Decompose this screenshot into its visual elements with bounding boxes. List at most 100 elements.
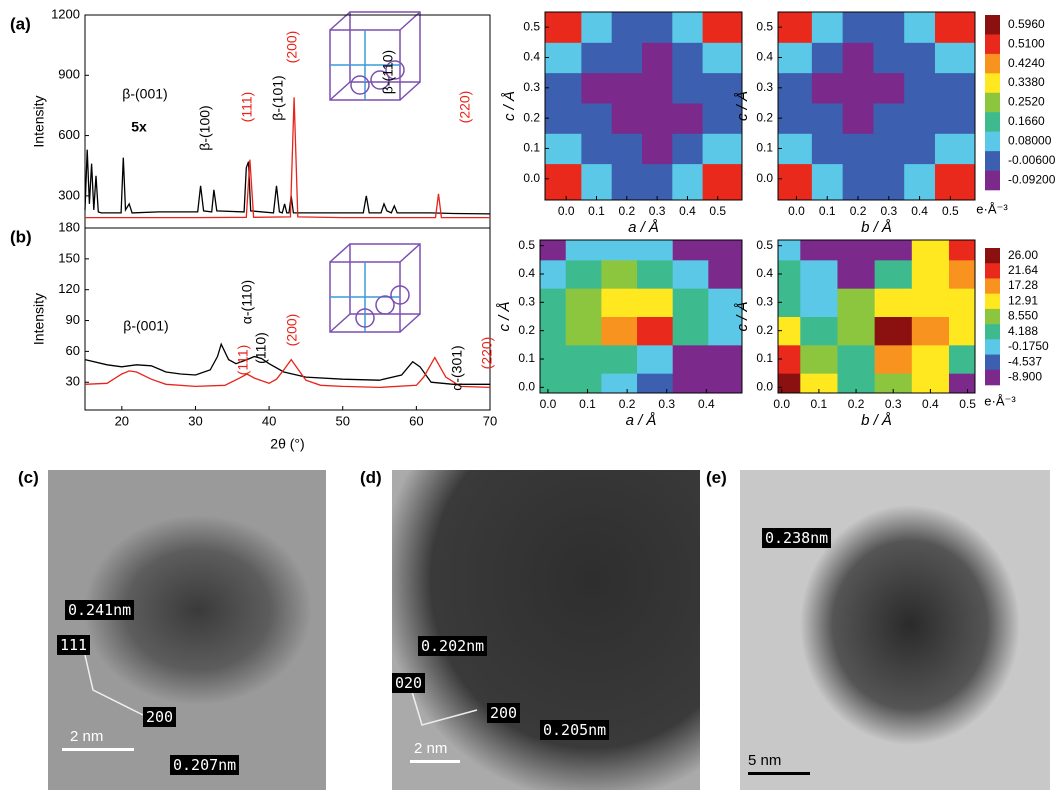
x-tick-label: 0.3 [649, 204, 666, 218]
peak-label: (220) [479, 337, 495, 370]
x-tick-label: 60 [409, 413, 423, 428]
x-tick-label: 0.2 [848, 397, 865, 411]
xrd-line [84, 356, 491, 389]
colorbar-label: 0.2520 [1008, 95, 1045, 109]
contour-cell [911, 288, 950, 317]
contour-cell [874, 316, 913, 346]
colorbar-step [985, 263, 1000, 279]
colorbar-label: 0.5960 [1008, 17, 1045, 31]
contour-cell [778, 163, 813, 201]
contour-cell [934, 12, 976, 43]
d-spacing: 0.241nm [65, 600, 135, 620]
contour-cell [702, 163, 743, 201]
contour-cell [778, 72, 813, 104]
contour-cell [540, 316, 567, 346]
d-spacing: 0.205nm [540, 720, 610, 740]
contour-cell [911, 373, 950, 394]
colorbar-label: 0.3380 [1008, 75, 1045, 89]
contour-cell [565, 240, 602, 261]
y-tick-label: 0.3 [756, 80, 773, 94]
contour-cell [565, 373, 602, 394]
scale-line [748, 772, 810, 775]
contour-cell [778, 12, 813, 43]
x-tick-label: 0.5 [959, 397, 976, 411]
contour-cell [637, 344, 674, 374]
contour-cell [873, 133, 905, 165]
colorbar-label: -0.09200 [1008, 172, 1056, 186]
y-tick-label: 0.4 [756, 266, 773, 280]
contour-cell [778, 240, 801, 261]
contour-cell [778, 133, 813, 165]
y-axis-label: c / Å [501, 91, 518, 121]
d-spacing: 0.238nm [762, 528, 832, 548]
contour-cell [611, 163, 643, 201]
y-tick-label: 0.1 [756, 351, 773, 365]
contour-cell [641, 102, 673, 134]
contour-cell [837, 316, 876, 346]
panel-label: (b) [10, 227, 32, 246]
contour-cell [904, 12, 936, 43]
contour-cell [601, 373, 638, 394]
contour-cell [702, 72, 743, 104]
contour-cell [637, 240, 674, 261]
contour-cell [672, 102, 704, 134]
contour-cell [904, 42, 936, 74]
arrows [84, 654, 144, 716]
colorbar-label: -0.1750 [1008, 339, 1049, 353]
colorbar-label: 8.550 [1008, 309, 1038, 323]
contour-cell [637, 316, 674, 346]
contour-cell [837, 344, 876, 374]
peak-label: β-(001) [122, 86, 167, 102]
scale-bar: 2 nm [414, 740, 448, 757]
contour-cell [911, 316, 950, 346]
contour-cell [601, 240, 638, 261]
contour-cell [811, 163, 844, 201]
contour-cell [837, 240, 876, 261]
plot-frame [544, 11, 743, 201]
colorbar-label: -8.900 [1008, 370, 1042, 384]
y-tick-label: 300 [58, 187, 80, 202]
colorbar-label: 0.08000 [1008, 134, 1052, 148]
contour-cell [842, 133, 874, 165]
plane: 200 [143, 707, 177, 727]
x-tick-label: 0.3 [880, 204, 897, 218]
x-tick-label: 0.1 [811, 397, 828, 411]
contour-cell [611, 42, 643, 74]
y-tick-label: 600 [58, 127, 80, 142]
x-tick-label: 0.1 [588, 204, 605, 218]
plot-frame [539, 239, 743, 394]
contour-cell [672, 133, 704, 165]
contour-cell [778, 42, 813, 74]
y-tick-label: 0.2 [518, 323, 535, 337]
contour-cell [874, 288, 913, 317]
x-tick-label: 0.5 [942, 204, 959, 218]
panel-label: (c) [18, 468, 39, 487]
contour-cell [904, 102, 936, 134]
tem-image: 0.202nm 020 200 0.205nm 2 nm [392, 470, 700, 790]
contour-cell [842, 72, 874, 104]
plane: 200 [487, 703, 521, 723]
plot-frame [84, 227, 491, 411]
scale-line [410, 760, 460, 763]
colorbar-step [985, 92, 1000, 113]
y-tick-label: 180 [58, 219, 80, 234]
panel-label: (e) [706, 468, 727, 487]
x-tick-label: 0.0 [773, 397, 790, 411]
peak-label: (220) [457, 91, 473, 124]
scale-line [62, 748, 134, 751]
x-tick-label: 0.2 [618, 204, 635, 218]
contour-cell [811, 12, 844, 43]
y-tick-label: 0.1 [756, 141, 773, 155]
peak-label: (110) [253, 332, 269, 364]
contour-cell [637, 288, 674, 317]
peak-label: (200) [284, 314, 300, 347]
contour-cell [837, 373, 876, 394]
x-tick-label: 30 [188, 413, 202, 428]
y-tick-label: 0.4 [756, 50, 773, 64]
peak-label: (111) [239, 92, 255, 123]
colorbar-label: 4.188 [1008, 324, 1038, 338]
peak-label: α-(110) [239, 280, 255, 324]
contour-cell [641, 72, 673, 104]
contour-cell [565, 316, 602, 346]
